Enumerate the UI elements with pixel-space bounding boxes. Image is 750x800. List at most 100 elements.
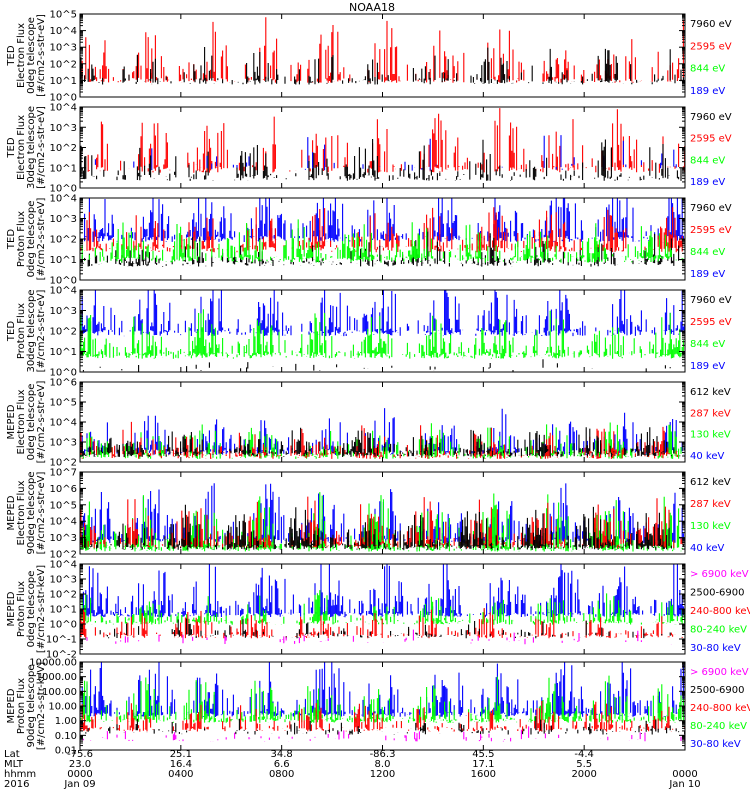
x-tick-mlt: 16.4 [170,759,192,770]
y-tick-label: 10^0 [50,276,77,287]
legend-entry: 844 eV [690,64,725,75]
y-label-line: [#/cm2-s-str-keV] [36,565,47,653]
y-label-line: 30deg telescope [26,106,37,189]
series-magenta-8 [82,726,685,742]
legend-entry: 2500-6900 [690,588,745,599]
legend-entry: 40 keV [690,543,724,554]
y-tick-label: 10^4 [50,560,77,571]
y-label-line: [#/cm2-s-str-eV] [36,381,47,464]
legend-entry: 7960 eV [690,203,732,214]
y-label-line: 30deg telescope [26,289,37,372]
y-tick-label: 10^4 [50,418,77,429]
legend-entry: 844 eV [690,339,725,350]
y-label-line: Electron Flux [16,23,27,88]
y-tick-label: 10^1 [50,605,77,616]
y-label-line: Electron Flux [16,115,27,180]
y-tick-label: 10^4 [50,286,77,297]
y-tick-label: 10^4 [50,194,77,205]
y-label-line: 0deg telescope [26,201,37,278]
x-tick-lat: -75.6 [67,749,93,760]
y-label-line: MEPED [6,404,17,439]
x-tick-date: Jan 09 [63,779,95,790]
y-tick-label: 10^4 [50,26,77,37]
legend-entry: > 6900 keV [690,667,749,678]
panel-1-traces [80,17,684,85]
legend-entry: 2595 eV [690,225,732,236]
y-label-line: [#/cm2-s-str-eV] [36,198,47,281]
panel-4-traces [80,290,685,372]
legend-entry: 2595 eV [690,41,732,52]
x-tick-lat: 34.8 [271,749,293,760]
y-tick-label: 10^3 [50,438,77,449]
y-tick-label: 10^7 [50,468,77,479]
y-tick-label: 10^6 [50,484,77,495]
legend-entry: 2500-6900 [690,685,745,696]
y-label-line: [#/cm2-s-str-eV] [36,14,47,97]
x-tick-lat: -86.3 [370,749,396,760]
legend-entry: 189 eV [690,269,725,280]
panel-5-traces [80,408,685,459]
y-label-line: MEPED [6,688,17,723]
x-tick-lat: 45.5 [472,749,494,760]
panel-8-traces [80,662,685,742]
y-tick-label: 10^3 [50,43,77,54]
y-label-line: 0deg telescope [26,384,37,461]
y-tick-label: 10^3 [50,306,77,317]
legend-entry: 80-240 keV [690,721,747,732]
legend-entry: 612 keV [690,477,731,488]
panel-7-traces [80,564,685,645]
legend-entry: 7960 eV [690,112,732,123]
series-green-4 [80,309,685,359]
y-tick-label: 10^4 [50,517,77,528]
series-red-2 [84,108,685,173]
y-tick-label: 10^2 [50,59,77,70]
y-label-line: [#/cm2-s-str-eV] [36,472,47,555]
y-axis-label: TED Electron Flux 0deg telescope [#/cm2-s-s… [6,14,47,97]
y-tick-label: 10^6 [50,378,77,389]
y-tick-label: 10^5 [50,398,77,409]
legend-entry: 2595 eV [690,317,732,328]
panel-8: 0.010.101.0010.00100.001000.0010000.00ME… [6,658,750,757]
x-tick-mlt: 5.5 [576,759,592,770]
series-blue-4 [80,290,685,337]
x-tick-hhmm: 1600 [471,769,496,780]
series-magenta-7 [86,629,672,645]
y-label-line: Proton Flux [16,211,27,267]
y-axis-label: MEPED Electron Flux 0deg telescope [#/cm2-s… [6,381,47,464]
series-red-1 [81,17,684,83]
y-tick-label: 10^5 [50,500,77,511]
y-label-line: Proton Flux [16,678,27,734]
y-label-line: 0deg telescope [26,571,37,648]
y-tick-label: 0.10 [55,731,77,742]
x-tick-hhmm: 2000 [571,769,596,780]
y-label-line: Proton Flux [16,303,27,359]
legend-entry: 2595 eV [690,134,732,145]
legend-entry: 844 eV [690,247,725,258]
y-tick-label: 10^2 [50,550,77,561]
legend-entry: 189 eV [690,177,725,188]
y-label-line: TED [6,229,17,250]
y-tick-label: 10^2 [50,327,77,338]
y-label-line: 90deg telescope [26,471,37,554]
legend-entry: > 6900 keV [690,569,749,580]
legend-entry: 130 keV [690,521,731,532]
legend-entry: 287 keV [690,499,731,510]
legend-entry: 30-80 keV [690,739,741,750]
y-tick-label: 10^3 [50,533,77,544]
y-label-line: 90deg telescope [26,664,37,747]
y-axis-label: TED Proton Flux 0deg telescope [#/cm2-s-str… [6,198,47,281]
y-tick-label: 10^2 [50,235,77,246]
x-tick-mlt: 8.0 [375,759,391,770]
y-axis-label: TED Electron Flux 30deg telescope [#/cm2-s-… [6,106,47,189]
panel-frame [79,106,686,189]
y-axis-label: MEPED Proton Flux 90deg telescope [#/cm2-s-… [6,662,47,750]
legend-entry: 189 eV [690,361,725,372]
y-tick-label: 100.00 [42,687,77,698]
y-tick-label: 10^3 [50,123,77,134]
